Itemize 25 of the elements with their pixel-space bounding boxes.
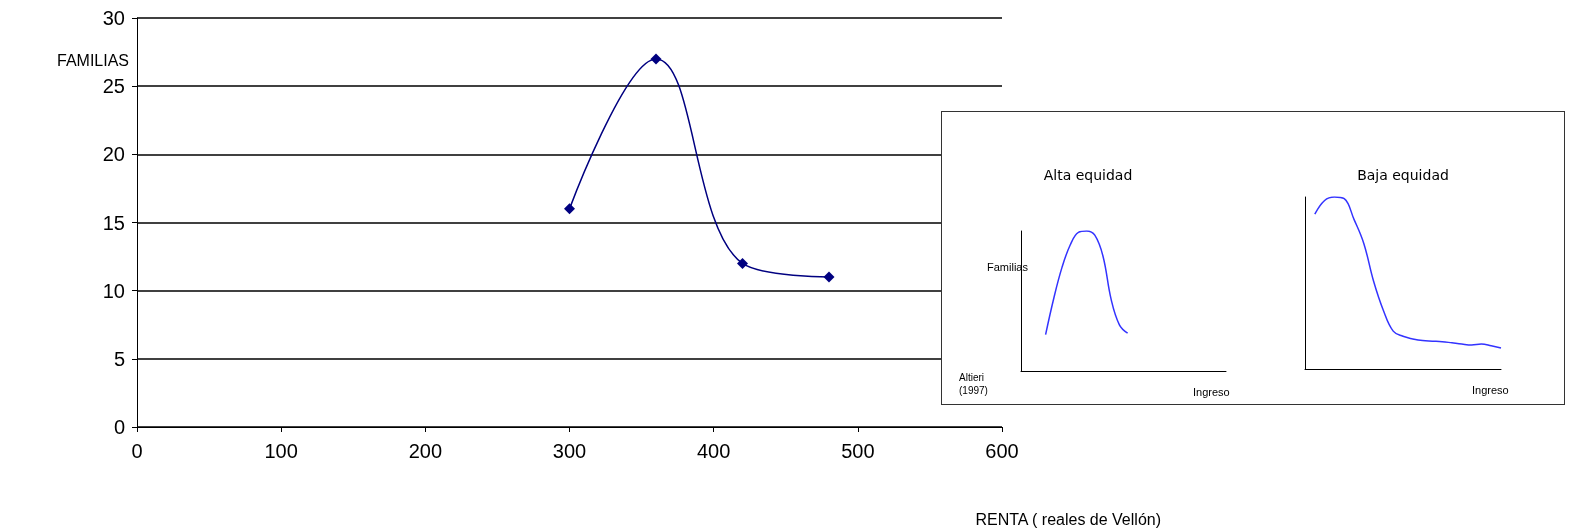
point (823, 271, 835, 283)
y-tick-label: 5 (113, 347, 125, 370)
point (737, 257, 748, 269)
y-axis-title: FAMILIAS (57, 51, 130, 69)
chart-title: Baja equidad (1357, 167, 1449, 183)
point (650, 53, 662, 65)
x-tick-label: 200 (408, 440, 443, 462)
x-tick-label: 500 (841, 440, 875, 462)
x-axis-title: Ingreso (1192, 385, 1230, 398)
y-tick-label: 20 (102, 143, 125, 166)
y-tick-label: 30 (102, 7, 125, 29)
x-tick-label: 600 (985, 440, 1019, 462)
annotation: Altieri (1997) (959, 372, 988, 396)
y-tick-label: 25 (102, 75, 125, 98)
x-tick-label: 0 (131, 440, 143, 462)
x-tick-label: 300 (552, 440, 587, 462)
x-tick-label: 100 (264, 440, 298, 462)
x-axis-title: Ingreso (1471, 383, 1509, 396)
x-tick-label: 400 (696, 440, 731, 462)
y-tick-label: 0 (113, 416, 125, 438)
y-tick-label: 10 (102, 279, 125, 302)
chart-title: Alta equidad (1043, 167, 1133, 183)
point (564, 203, 575, 215)
y-tick-label: 15 (102, 211, 125, 234)
x-axis-title: RENTA ( reales de Vellón) (975, 510, 1161, 528)
